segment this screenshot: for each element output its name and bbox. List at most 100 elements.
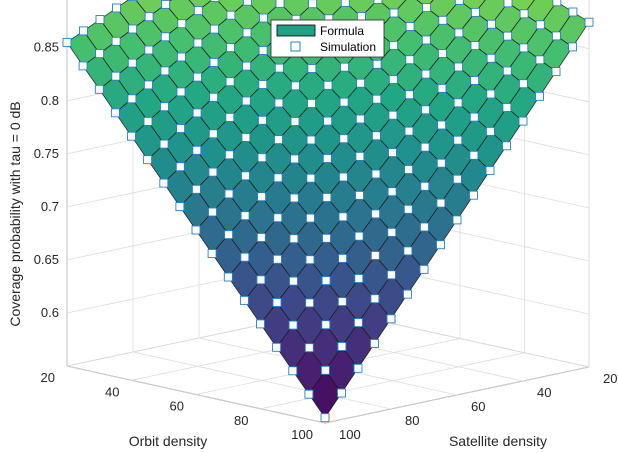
simulation-marker bbox=[273, 173, 283, 183]
simulation-marker bbox=[144, 12, 154, 22]
simulation-marker bbox=[485, 126, 495, 136]
simulation-marker bbox=[224, 230, 234, 240]
simulation-marker bbox=[275, 0, 285, 8]
simulation-marker bbox=[470, 41, 480, 51]
simulation-marker bbox=[323, 80, 333, 90]
simulation-marker bbox=[535, 91, 544, 101]
simulation-marker bbox=[518, 116, 528, 126]
simulation-marker bbox=[323, 116, 333, 126]
simulation-marker bbox=[469, 190, 478, 200]
simulation-marker bbox=[111, 36, 121, 46]
simulation-marker bbox=[290, 81, 300, 91]
simulation-marker bbox=[320, 365, 330, 375]
simulation-marker bbox=[128, 0, 138, 2]
simulation-marker bbox=[437, 120, 447, 130]
simulation-marker bbox=[258, 46, 268, 55]
simulation-marker bbox=[256, 275, 266, 285]
simulation-marker bbox=[405, 55, 415, 65]
simulation-marker bbox=[337, 297, 347, 307]
simulation-marker bbox=[241, 133, 251, 142]
simulation-marker bbox=[307, 64, 317, 73]
simulation-marker bbox=[340, 62, 349, 72]
simulation-marker bbox=[307, 98, 316, 108]
simulation-marker bbox=[353, 363, 363, 373]
simulation-marker bbox=[305, 213, 315, 223]
simulation-marker bbox=[290, 117, 300, 126]
simulation-marker bbox=[288, 366, 298, 376]
simulation-marker bbox=[420, 142, 430, 152]
simulation-marker bbox=[304, 343, 314, 353]
simulation-marker bbox=[274, 98, 284, 108]
simulation-markers bbox=[62, 0, 594, 423]
simulation-marker bbox=[225, 112, 235, 122]
simulation-marker bbox=[421, 35, 431, 45]
simulation-marker bbox=[453, 98, 463, 108]
simulation-marker bbox=[470, 7, 480, 17]
simulation-marker bbox=[502, 66, 512, 76]
simulation-marker bbox=[338, 253, 348, 263]
simulation-marker bbox=[177, 19, 187, 29]
simulation-marker bbox=[469, 150, 479, 160]
simulation-marker bbox=[338, 212, 348, 222]
simulation-marker bbox=[436, 198, 446, 208]
simulation-marker bbox=[371, 169, 381, 179]
simulation-marker bbox=[257, 115, 267, 125]
simulation-marker bbox=[257, 192, 267, 202]
simulation-marker bbox=[519, 9, 529, 19]
simulation-marker bbox=[470, 76, 480, 85]
simulation-marker bbox=[502, 141, 511, 151]
simulation-marker bbox=[386, 270, 396, 280]
z-tick-label: 0.8 bbox=[41, 93, 59, 108]
simulation-marker bbox=[320, 413, 330, 423]
simulation-marker bbox=[241, 96, 251, 106]
simulation-marker bbox=[62, 37, 72, 47]
simulation-marker bbox=[209, 57, 219, 67]
simulation-marker bbox=[176, 52, 186, 62]
simulation-marker bbox=[404, 90, 414, 100]
y-tick-label: 80 bbox=[405, 413, 419, 428]
simulation-marker bbox=[161, 0, 171, 9]
simulation-marker bbox=[454, 0, 464, 5]
x-tick-label: 60 bbox=[170, 399, 184, 414]
simulation-marker bbox=[321, 320, 331, 330]
simulation-marker bbox=[436, 158, 446, 168]
simulation-marker bbox=[226, 10, 236, 20]
simulation-marker bbox=[127, 94, 137, 104]
simulation-marker bbox=[503, 31, 513, 41]
simulation-marker bbox=[241, 171, 250, 181]
simulation-marker bbox=[110, 108, 120, 118]
simulation-marker bbox=[338, 172, 348, 182]
simulation-marker bbox=[354, 231, 364, 241]
simulation-marker bbox=[143, 155, 153, 165]
simulation-marker bbox=[389, 40, 399, 50]
simulation-marker bbox=[274, 135, 283, 145]
simulation-marker bbox=[403, 289, 412, 299]
simulation-marker bbox=[340, 0, 350, 7]
simulation-marker bbox=[79, 26, 88, 36]
simulation-marker bbox=[373, 0, 383, 4]
simulation-marker bbox=[128, 24, 138, 34]
simulation-marker bbox=[568, 7, 578, 17]
simulation-marker bbox=[191, 225, 201, 235]
simulation-marker bbox=[210, 0, 220, 2]
simulation-marker bbox=[370, 251, 380, 260]
simulation-marker bbox=[551, 67, 561, 77]
simulation-marker bbox=[288, 320, 298, 330]
x-tick-label: 40 bbox=[105, 384, 119, 399]
simulation-marker bbox=[289, 276, 298, 286]
simulation-marker bbox=[192, 145, 202, 155]
simulation-marker bbox=[159, 139, 169, 149]
y-tick-label: 40 bbox=[537, 385, 551, 400]
simulation-marker bbox=[388, 148, 397, 158]
simulation-marker bbox=[193, 6, 203, 16]
simulation-marker bbox=[95, 15, 105, 24]
simulation-marker bbox=[370, 294, 380, 304]
z-tick-label: 0.75 bbox=[34, 146, 59, 161]
simulation-marker bbox=[143, 116, 153, 126]
x-axis-label: Orbit density bbox=[129, 433, 208, 449]
simulation-marker bbox=[389, 8, 399, 18]
simulation-marker bbox=[289, 234, 299, 244]
simulation-marker bbox=[272, 254, 282, 264]
simulation-marker bbox=[485, 166, 495, 175]
simulation-marker bbox=[239, 295, 249, 305]
